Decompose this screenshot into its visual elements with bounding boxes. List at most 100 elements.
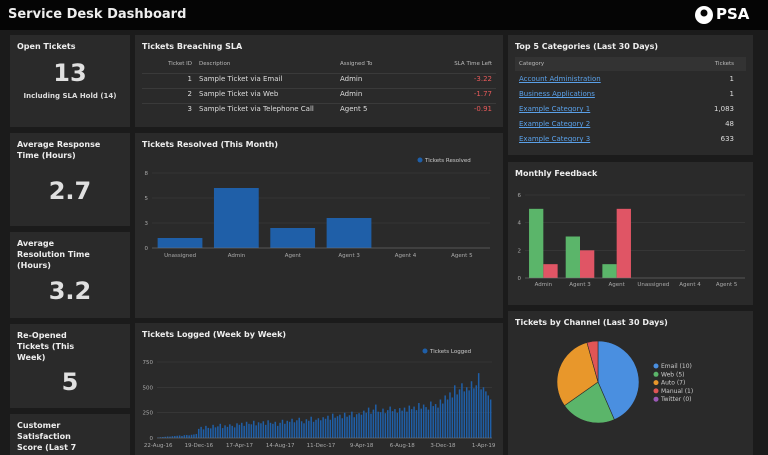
x-tick-label: 9-Apr-18: [350, 443, 374, 449]
bar: [602, 264, 617, 278]
category-link[interactable]: Example Category 3: [519, 135, 591, 143]
bar: [343, 412, 346, 438]
bar: [188, 435, 190, 438]
legend-label: Auto (7): [661, 380, 685, 387]
bar: [406, 411, 408, 438]
bar: [449, 392, 451, 438]
legend-label: Manual (1): [661, 388, 693, 395]
bar: [243, 425, 245, 438]
bar: [209, 428, 212, 438]
bar: [166, 436, 169, 438]
x-tick-label: Unassigned: [164, 253, 196, 259]
bar: [288, 421, 291, 438]
bar: [190, 434, 193, 438]
kpi-note: Including SLA Hold (14): [23, 92, 117, 100]
bar: [213, 188, 259, 248]
logo-hole: [700, 9, 708, 17]
kpi-tile: Average Response Time (Hours) 2.7: [10, 133, 130, 226]
y-tick-label: 0: [518, 276, 522, 282]
category-link[interactable]: Example Category 2: [519, 120, 591, 128]
bar: [207, 427, 210, 438]
bar: [565, 236, 580, 278]
bar: [310, 416, 312, 438]
bar: [195, 433, 198, 438]
row-separator: [142, 103, 496, 104]
x-tick-label: Admin: [535, 282, 553, 288]
bar: [326, 218, 372, 248]
legend-marker: [653, 371, 659, 377]
category-link[interactable]: Example Category 1: [519, 105, 591, 113]
bar: [315, 419, 317, 438]
chart-title: Tickets by Channel (Last 30 Days): [515, 318, 668, 327]
bar: [398, 408, 401, 438]
table-cell: 2: [187, 90, 192, 98]
table-cell: Sample Ticket via Web: [199, 90, 279, 98]
chart: 0 3 5 8 Unassigned Admin Agent Agent 3 Agent 4 Ag…: [145, 157, 490, 259]
kpi-tile: Open Tickets 13 Including SLA Hold (14): [10, 35, 130, 127]
bar: [370, 413, 372, 438]
bar: [355, 414, 358, 438]
bar: [442, 403, 444, 438]
kpi-value: 3.2: [48, 277, 92, 305]
bar: [219, 423, 222, 438]
bar: [320, 420, 322, 438]
y-tick-label: 8: [145, 171, 149, 177]
bar: [422, 404, 425, 438]
bar: [444, 395, 446, 438]
x-tick-label: 1-Apr-19: [472, 443, 496, 449]
bar: [217, 426, 219, 438]
bar: [164, 436, 166, 438]
x-tick-label: Agent 3: [338, 253, 360, 259]
legend-label: Tickets Resolved: [424, 158, 471, 164]
x-tick-label: 22-Aug-16: [144, 443, 173, 449]
bar: [475, 385, 478, 438]
bar: [272, 423, 274, 438]
table-cell: Agent 5: [340, 105, 368, 113]
y-tick-label: 750: [143, 360, 154, 366]
bar: [415, 410, 418, 438]
bar: [463, 391, 466, 438]
bar: [456, 394, 458, 438]
bar: [286, 420, 289, 438]
sla-table: Tickets Breaching SLA Ticket ID Descripti…: [135, 35, 503, 127]
bar: [346, 416, 348, 438]
legend-label: Email (10): [661, 363, 692, 370]
y-tick-label: 250: [143, 411, 154, 417]
bar: [408, 405, 411, 438]
pie-slice: [597, 340, 640, 421]
bar: [186, 434, 188, 438]
bar: [348, 415, 351, 438]
bar: [308, 420, 310, 438]
bar: [331, 413, 334, 438]
table-title: Top 5 Categories (Last 30 Days): [515, 42, 659, 51]
chart: Email (10)Web (5) Auto (7)Manual (1)Twitt…: [556, 340, 693, 424]
bar: [334, 417, 336, 438]
chart-panel: Tickets by Channel (Last 30 Days) Email …: [508, 311, 753, 455]
bar: [241, 422, 243, 438]
category-link[interactable]: Business Applications: [519, 90, 595, 98]
bar: [159, 437, 162, 438]
x-tick-label: Agent 5: [451, 253, 473, 259]
x-tick-label: Agent 3: [569, 282, 591, 288]
bar: [543, 264, 558, 278]
header-row: [515, 57, 746, 71]
table-title: Tickets Breaching SLA: [142, 42, 243, 51]
table-cell: 3: [187, 105, 192, 113]
bar: [394, 409, 396, 438]
bar: [274, 421, 277, 438]
table-cell: 1: [729, 90, 734, 98]
x-tick-label: 11-Dec-17: [307, 443, 336, 449]
bar: [372, 409, 375, 438]
bar: [202, 429, 205, 438]
bar: [281, 419, 284, 438]
table-cell: 1: [187, 75, 192, 83]
y-tick-label: 500: [143, 385, 154, 391]
x-tick-label: 14-Aug-17: [266, 443, 295, 449]
category-link[interactable]: Account Administration: [519, 75, 601, 83]
y-tick-label: 6: [518, 193, 522, 199]
bar: [413, 406, 415, 438]
bar: [382, 408, 384, 438]
pie-slice: [564, 381, 615, 424]
bar: [262, 421, 265, 438]
bar: [451, 397, 454, 438]
